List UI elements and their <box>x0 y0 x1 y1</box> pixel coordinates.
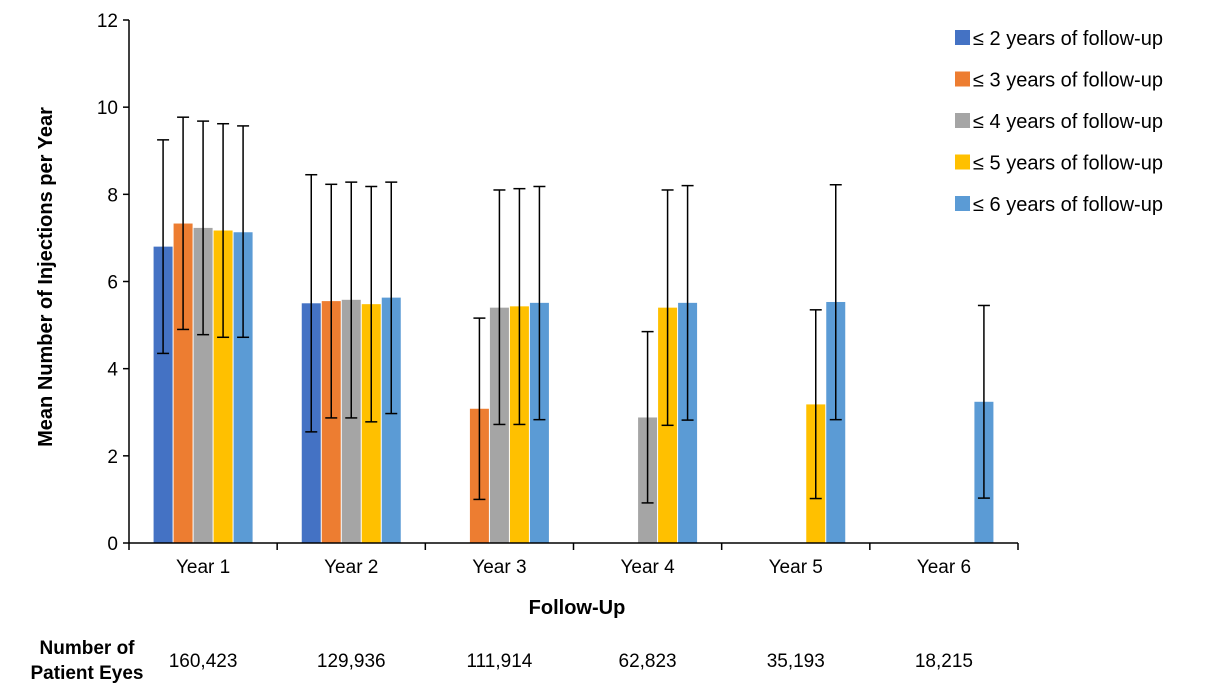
bar <box>153 246 173 543</box>
bar <box>361 304 381 543</box>
x-tick-label: Year 3 <box>472 557 526 578</box>
y-tick-label: 6 <box>107 273 118 294</box>
legend-swatch <box>955 154 970 170</box>
y-tick-label: 8 <box>107 185 118 206</box>
bar <box>381 297 401 543</box>
bar <box>233 232 253 543</box>
patient-eyes-value: 18,215 <box>915 651 973 672</box>
bar <box>529 302 549 543</box>
patient-eyes-label-line1: Number of <box>40 638 136 659</box>
legend-swatch <box>955 30 970 45</box>
legend-entry: ≤ 4 years of follow-up <box>973 111 1163 133</box>
y-ticks-layer: 0 2 4 6 8 10 12 <box>97 11 129 555</box>
y-axis-title: Mean Number of Injections per Year <box>35 107 57 447</box>
y-tick-label: 10 <box>97 98 118 119</box>
bar <box>193 227 213 543</box>
legend-swatch <box>955 113 970 128</box>
patient-eyes-value: 62,823 <box>619 651 677 672</box>
legend: ≤ 2 years of follow-up ≤ 3 years of follo… <box>955 28 1163 216</box>
x-tick-label: Year 5 <box>769 557 823 578</box>
y-tick-label: 12 <box>97 11 118 32</box>
error-bars-layer <box>157 116 990 504</box>
patient-eyes-values: 160,423 129,936 111,914 62,823 35,193 18,215 <box>169 651 973 672</box>
patient-eyes-label-line2: Patient Eyes <box>31 663 144 684</box>
legend-entry: ≤ 2 years of follow-up <box>973 28 1163 50</box>
bar <box>826 301 846 543</box>
y-tick-label: 0 <box>107 534 118 555</box>
legend-entry: ≤ 3 years of follow-up <box>973 70 1163 92</box>
bar <box>678 302 698 543</box>
bar <box>489 307 509 543</box>
legend-swatch <box>955 71 970 87</box>
legend-entry: ≤ 5 years of follow-up <box>973 153 1163 175</box>
bar <box>341 299 361 543</box>
bar <box>173 223 193 543</box>
y-tick-label: 2 <box>107 447 118 468</box>
patient-eyes-value: 160,423 <box>169 651 238 672</box>
legend-entry: ≤ 6 years of follow-up <box>973 194 1163 216</box>
axes-layer <box>128 20 1018 544</box>
x-ticks-layer: Year 1 Year 2 Year 3 Year 4 Year 5 Year 6 <box>128 543 1019 578</box>
patient-eyes-value: 111,914 <box>466 651 532 672</box>
x-tick-label: Year 2 <box>324 557 378 578</box>
x-axis-title: Follow-Up <box>529 597 626 619</box>
bar <box>213 230 233 543</box>
y-tick-label: 4 <box>107 360 118 381</box>
x-tick-label: Year 1 <box>176 557 230 578</box>
bars-layer <box>153 223 994 543</box>
patient-eyes-value: 129,936 <box>317 651 386 672</box>
bar <box>321 301 341 543</box>
x-tick-label: Year 6 <box>917 557 971 578</box>
patient-eyes-value: 35,193 <box>767 651 825 672</box>
legend-swatch <box>955 196 970 211</box>
x-tick-label: Year 4 <box>620 557 675 578</box>
